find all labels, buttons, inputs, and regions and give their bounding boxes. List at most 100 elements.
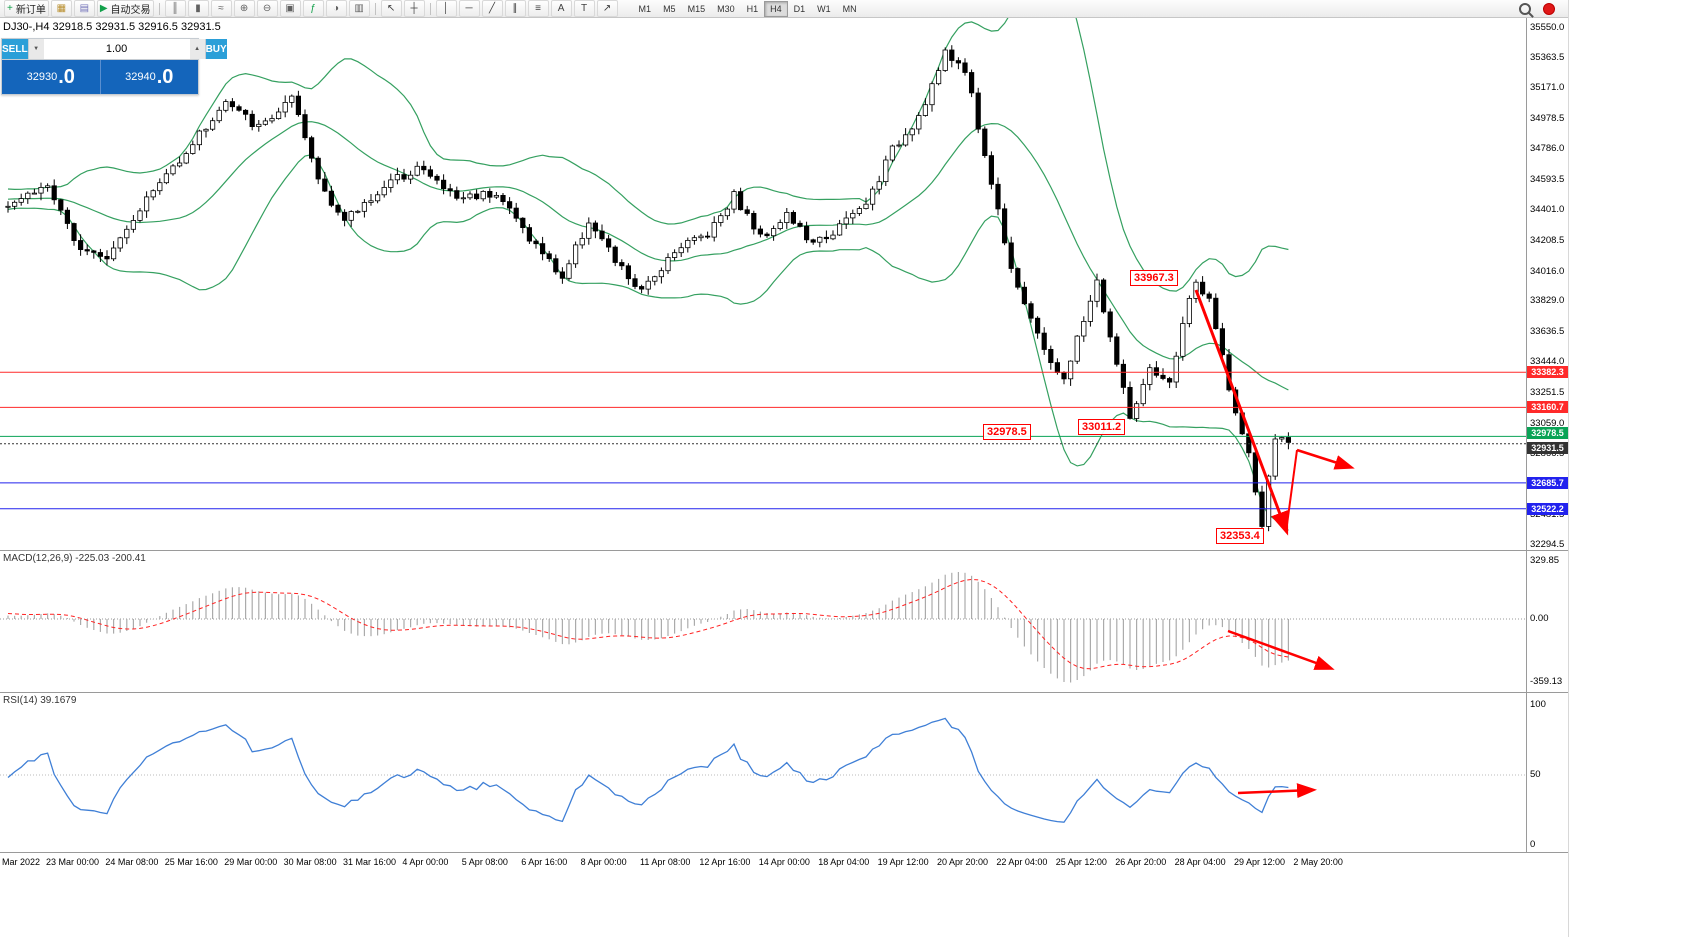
time-axis-label: 29 Apr 12:00: [1234, 857, 1286, 867]
zoom-out-button[interactable]: ⊖: [256, 0, 278, 17]
timeframe-h1-button[interactable]: H1: [746, 3, 759, 14]
timeframe-m30-button[interactable]: M30: [717, 3, 735, 14]
timeframe-mn-button[interactable]: MN: [842, 3, 857, 14]
time-axis-label: 2 May 20:00: [1293, 857, 1343, 867]
buy-price-display[interactable]: 32940 .0: [100, 60, 198, 94]
bars-chart-button[interactable]: ║: [164, 0, 186, 17]
time-axis-label: 22 Apr 04:00: [996, 857, 1048, 867]
text-button[interactable]: A: [550, 0, 572, 17]
vertical-line-button[interactable]: │: [435, 0, 457, 17]
timeframe-m15-button[interactable]: M15: [687, 3, 706, 14]
time-axis-label: 28 Apr 04:00: [1174, 857, 1226, 867]
label-button[interactable]: T: [573, 0, 595, 17]
buy-price-main: 32940: [125, 71, 156, 83]
cursor-button[interactable]: ↖: [380, 0, 402, 17]
macd-panel: MACD(12,26,9) -225.03 -200.41 329.85 0.00…: [0, 551, 1568, 692]
mt4-window: + 新订单 ▦ ▤ ▶ 自动交易 ║ ▮ ≈ ⊕ ⊖ ▣ ƒ ◑ ▥ ↖ ┼ │ ─ ╱ ∥ ≡ A T ↗ M1 M5 M15 M3…: [0, 0, 1569, 937]
tile-windows-icon: ▣: [285, 2, 295, 14]
profiles-button[interactable]: ▤: [73, 0, 95, 17]
line-chart-icon: ≈: [218, 2, 224, 14]
toolbar: + 新订单 ▦ ▤ ▶ 自动交易 ║ ▮ ≈ ⊕ ⊖ ▣ ƒ ◑ ▥ ↖ ┼ │ ─ ╱ ∥ ≡ A T ↗ M1 M5 M15 M3…: [0, 0, 1568, 18]
price-tick-label: 35363.5: [1530, 51, 1565, 63]
volume-input[interactable]: [43, 39, 190, 59]
auto-trading-label: 自动交易: [110, 5, 151, 16]
time-axis-label: 30 Mar 08:00: [283, 857, 337, 867]
new-order-button[interactable]: + 新订单: [4, 0, 49, 17]
trendline-button[interactable]: ╱: [481, 0, 503, 17]
volume-field: ▼ ▲: [27, 39, 206, 59]
time-axis[interactable]: Mar 2022 23 Mar 00:00 24 Mar 08:00 25 Mar 1…: [0, 853, 1568, 873]
tile-windows-button[interactable]: ▣: [279, 0, 301, 17]
price-tick-label: 34978.5: [1530, 112, 1565, 124]
toolbar-left-groups: + 新订单 ▦ ▤ ▶ 自动交易 ║ ▮ ≈ ⊕ ⊖ ▣ ƒ ◑ ▥ ↖ ┼ │ ─ ╱ ∥ ≡ A T ↗: [3, 0, 619, 17]
macd-chart-canvas[interactable]: [0, 551, 1526, 692]
main-chart-panel: DJ30-,H4 32918.5 32931.5 32916.5 32931.5…: [0, 18, 1568, 551]
timeframe-m5-button[interactable]: M5: [663, 3, 676, 14]
fibonacci-button[interactable]: ≡: [527, 0, 549, 17]
macd-axis-label: -359.13: [1530, 676, 1563, 688]
time-axis-label: 12 Apr 16:00: [699, 857, 751, 867]
time-axis-label: 6 Apr 16:00: [521, 857, 568, 867]
indicators-button[interactable]: ƒ: [302, 0, 324, 17]
crosshair-button[interactable]: ┼: [403, 0, 425, 17]
label-icon: T: [580, 2, 588, 14]
panel-separator[interactable]: [0, 550, 1568, 551]
rsi-axis-label: 0: [1530, 839, 1536, 850]
chart-annotation[interactable]: 33967.3: [1130, 270, 1178, 286]
volume-increase-button[interactable]: ▲: [189, 39, 205, 59]
time-axis-label: 20 Apr 20:00: [937, 857, 989, 867]
chart-area: DJ30-,H4 32918.5 32931.5 32916.5 32931.5…: [0, 18, 1568, 878]
time-axis-label: 11 Apr 08:00: [640, 857, 691, 867]
chart-annotation[interactable]: 33011.2: [1078, 419, 1126, 435]
price-tick-label: 34786.0: [1530, 143, 1565, 155]
price-tag: 32522.2: [1527, 502, 1568, 515]
price-tag: 32978.5: [1527, 427, 1568, 440]
time-axis-label: 19 Apr 12:00: [877, 857, 929, 867]
timeframe-m1-button[interactable]: M1: [638, 3, 652, 14]
arrow-tool-button[interactable]: ↗: [596, 0, 618, 17]
new-order-label: 新订单: [15, 5, 46, 16]
chart-window-button[interactable]: ▦: [50, 0, 72, 17]
toolbar-separator: [158, 2, 160, 15]
templates-icon: ▥: [354, 2, 364, 14]
horizontal-line-button[interactable]: ─: [458, 0, 480, 17]
arrow-tool-icon: ↗: [602, 2, 612, 14]
profiles-icon: ▤: [79, 2, 90, 14]
candlestick-chart-button[interactable]: ▮: [187, 0, 209, 17]
price-tag: 32685.7: [1527, 476, 1568, 489]
toolbar-separator: [429, 2, 431, 15]
search-icon[interactable]: [1519, 2, 1531, 15]
channel-icon: ∥: [512, 2, 518, 14]
candlestick-chart-icon: ▮: [195, 2, 201, 14]
cursor-icon: ↖: [386, 2, 396, 14]
indicators-icon: ƒ: [310, 2, 316, 14]
cycles-button[interactable]: ◑: [325, 0, 347, 17]
templates-button[interactable]: ▥: [348, 0, 370, 17]
price-tag: 33160.7: [1527, 401, 1568, 414]
candlestick-chart-canvas[interactable]: [0, 18, 1526, 551]
chart-annotation[interactable]: 32353.4: [1216, 528, 1264, 544]
zoom-out-icon: ⊖: [262, 2, 272, 14]
sell-button[interactable]: SELL: [2, 39, 28, 59]
panel-separator[interactable]: [0, 692, 1568, 693]
buy-button[interactable]: BUY: [205, 39, 227, 59]
timeframe-w1-button[interactable]: W1: [817, 3, 831, 14]
time-axis-label: 18 Apr 04:00: [818, 857, 870, 867]
recording-indicator-icon: [1543, 2, 1555, 15]
sell-price-display[interactable]: 32930 .0: [2, 60, 101, 94]
rsi-axis-label: 100: [1530, 699, 1546, 710]
auto-trading-button[interactable]: ▶ 自动交易: [96, 0, 154, 17]
zoom-in-button[interactable]: ⊕: [233, 0, 255, 17]
macd-axis-label: 0.00: [1530, 613, 1549, 624]
timeframe-h4-button[interactable]: H4: [764, 0, 788, 17]
line-chart-button[interactable]: ≈: [210, 0, 232, 17]
time-axis-label: 23 Mar 00:00: [46, 857, 100, 867]
rsi-chart-canvas[interactable]: [0, 693, 1526, 852]
timeframe-d1-button[interactable]: D1: [793, 3, 806, 14]
chart-annotation[interactable]: 32978.5: [983, 424, 1031, 440]
price-tag: 33382.3: [1527, 366, 1568, 379]
channel-button[interactable]: ∥: [504, 0, 526, 17]
volume-decrease-button[interactable]: ▼: [28, 39, 44, 59]
text-icon: A: [557, 2, 565, 14]
